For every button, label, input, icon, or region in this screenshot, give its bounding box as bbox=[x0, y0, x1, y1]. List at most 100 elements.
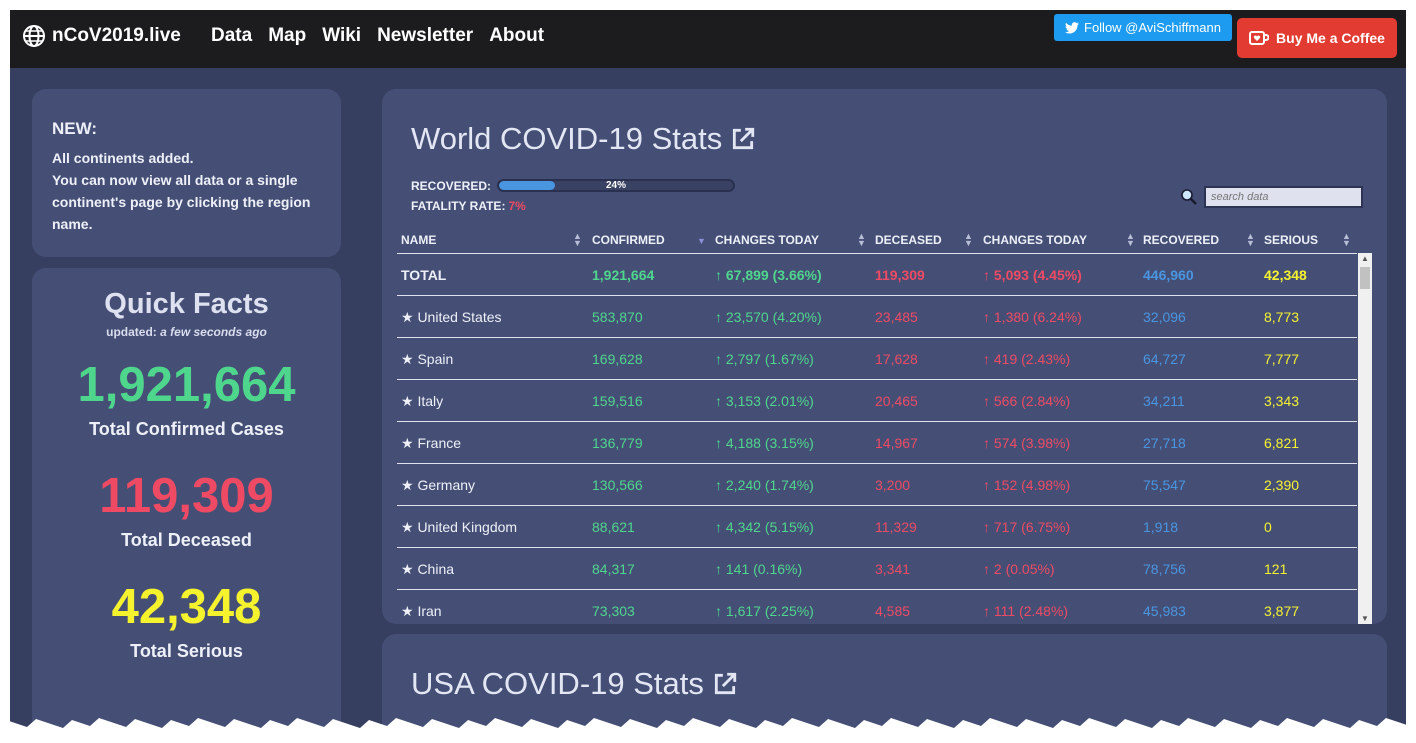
cell-confirmed: 1,921,664 bbox=[592, 267, 655, 283]
cell-deceased-change: ↑ 111 (2.48%) bbox=[983, 603, 1069, 619]
search-area bbox=[1180, 186, 1363, 208]
table-row[interactable]: ★ Italy 159,516 ↑ 3,153 (2.01%) 20,465 ↑ 566… bbox=[397, 379, 1357, 421]
col-serious[interactable]: SERIOUS bbox=[1264, 233, 1319, 247]
cell-confirmed: 130,566 bbox=[592, 477, 643, 493]
cell-deceased-change: ↑ 1,380 (6.24%) bbox=[983, 309, 1082, 325]
col-deceased[interactable]: DECEASED bbox=[875, 233, 942, 247]
sort-icon[interactable]: ▲ ▼ bbox=[1126, 231, 1135, 248]
col-name[interactable]: NAME bbox=[401, 233, 437, 247]
table-row[interactable]: ★ United States 583,870 ↑ 23,570 (4.20%) 23… bbox=[397, 295, 1357, 337]
cell-recovered: 45,983 bbox=[1143, 603, 1186, 619]
table-row[interactable]: ★ Germany 130,566 ↑ 2,240 (1.74%) 3,200 ↑ 15… bbox=[397, 463, 1357, 505]
cell-confirmed: 73,303 bbox=[592, 603, 635, 619]
cell-name[interactable]: ★ Spain bbox=[401, 351, 454, 367]
external-link-icon bbox=[714, 672, 737, 695]
cell-serious: 0 bbox=[1264, 519, 1272, 535]
cell-deceased: 4,585 bbox=[875, 603, 911, 619]
news-line2: You can now view all data or a single co… bbox=[52, 172, 311, 232]
quick-facts-panel: Quick Facts updated: a few seconds ago 1… bbox=[32, 268, 341, 733]
cell-deceased-change: ↑ 566 (2.84%) bbox=[983, 393, 1071, 409]
scroll-thumb[interactable] bbox=[1360, 267, 1370, 289]
recovered-progress-fill bbox=[499, 181, 556, 190]
cell-confirmed: 159,516 bbox=[592, 393, 643, 409]
cell-deceased: 14,967 bbox=[875, 435, 918, 451]
scroll-down-icon[interactable]: ▼ bbox=[1361, 614, 1369, 623]
col-deceased-changes[interactable]: CHANGES TODAY bbox=[983, 233, 1088, 247]
scroll-up-icon[interactable]: ▲ bbox=[1361, 254, 1369, 263]
nav-wiki[interactable]: Wiki bbox=[322, 25, 362, 46]
news-heading: NEW: bbox=[52, 119, 98, 138]
cell-confirmed: 136,779 bbox=[592, 435, 643, 451]
cell-deceased-change: ↑ 574 (3.98%) bbox=[983, 435, 1071, 451]
table-scrollbar[interactable]: ▲ ▼ bbox=[1358, 253, 1372, 624]
usa-stats-title-text: USA COVID-19 Stats bbox=[411, 666, 704, 701]
world-stats-title-text: World COVID-19 Stats bbox=[411, 121, 723, 156]
table-row[interactable]: ★ China 84,317 ↑ 141 (0.16%) 3,341 ↑ 2 (0.05… bbox=[397, 547, 1357, 589]
cell-recovered: 446,960 bbox=[1143, 267, 1194, 283]
cell-confirmed-change: ↑ 141 (0.16%) bbox=[715, 561, 803, 577]
search-icon bbox=[1181, 189, 1197, 205]
external-link-icon bbox=[733, 127, 755, 150]
nav-about[interactable]: About bbox=[489, 25, 545, 46]
sort-icon[interactable]: ▲ ▼ bbox=[573, 231, 582, 248]
cell-deceased-change: ↑ 5,093 (4.45%) bbox=[983, 267, 1082, 283]
col-recovered[interactable]: RECOVERED bbox=[1143, 233, 1220, 247]
cell-deceased: 119,309 bbox=[875, 267, 925, 283]
cell-recovered: 64,727 bbox=[1143, 351, 1186, 367]
cell-recovered: 32,096 bbox=[1143, 309, 1186, 325]
usa-stats-title[interactable]: USA COVID-19 Stats bbox=[411, 666, 738, 702]
cell-deceased: 20,465 bbox=[875, 393, 918, 409]
cell-deceased: 3,200 bbox=[875, 477, 911, 493]
cell-recovered: 1,918 bbox=[1143, 519, 1179, 535]
summary-stats: RECOVERED: 24% FATALITY RATE: 7% bbox=[411, 178, 736, 213]
cell-name[interactable]: ★ China bbox=[401, 561, 455, 577]
table-row[interactable]: ★ Iran 73,303 ↑ 1,617 (2.25%) 4,585 ↑ 111 (2… bbox=[397, 589, 1357, 624]
cell-serious: 7,777 bbox=[1264, 351, 1300, 367]
sort-desc-icon[interactable]: ▼ bbox=[697, 236, 706, 246]
cell-confirmed-change: ↑ 67,899 (3.66%) bbox=[715, 267, 822, 283]
sort-icon[interactable]: ▲ ▼ bbox=[964, 231, 973, 248]
total-serious-value: 42,348 bbox=[111, 580, 262, 634]
nav-map[interactable]: Map bbox=[268, 25, 307, 46]
cell-name[interactable]: ★ United Kingdom bbox=[401, 519, 518, 535]
sort-icon[interactable]: ▲ ▼ bbox=[1342, 231, 1351, 248]
cell-confirmed: 169,628 bbox=[592, 351, 643, 367]
torn-edge bbox=[0, 718, 1416, 743]
quick-facts-title: Quick Facts bbox=[104, 288, 269, 320]
cell-serious: 6,821 bbox=[1264, 435, 1300, 451]
world-stats-title[interactable]: World COVID-19 Stats bbox=[411, 121, 756, 157]
sort-icon[interactable]: ▲ ▼ bbox=[857, 231, 866, 248]
fatality-label: FATALITY RATE: bbox=[411, 198, 506, 213]
cell-deceased: 11,329 bbox=[875, 519, 917, 535]
cell-recovered: 27,718 bbox=[1143, 435, 1186, 451]
cell-name[interactable]: ★ Germany bbox=[401, 477, 476, 493]
cell-confirmed-change: ↑ 2,240 (1.74%) bbox=[715, 477, 814, 493]
table-row-total[interactable]: TOTAL 1,921,664 ↑ 67,899 (3.66%) 119,309… bbox=[397, 253, 1357, 295]
table-row[interactable]: ★ France 136,779 ↑ 4,188 (3.15%) 14,967 ↑ 57… bbox=[397, 421, 1357, 463]
col-confirmed[interactable]: CONFIRMED bbox=[592, 233, 665, 247]
table-row[interactable]: ★ United Kingdom 88,621 ↑ 4,342 (5.15%) 11,… bbox=[397, 505, 1357, 547]
globe-icon bbox=[23, 25, 45, 47]
nav-data[interactable]: Data bbox=[211, 25, 253, 46]
cell-name[interactable]: ★ Italy bbox=[401, 393, 444, 409]
sort-icon[interactable]: ▲ ▼ bbox=[1246, 231, 1255, 248]
nav-newsletter[interactable]: Newsletter bbox=[377, 25, 474, 46]
cell-serious: 3,343 bbox=[1264, 393, 1300, 409]
brand-link[interactable]: nCoV2019.live bbox=[22, 24, 181, 48]
cell-name[interactable]: ★ United States bbox=[401, 309, 502, 325]
cell-confirmed-change: ↑ 1,617 (2.25%) bbox=[715, 603, 814, 619]
twitter-follow-button[interactable]: Follow @AviSchiffmann bbox=[1054, 14, 1232, 41]
cell-serious: 3,877 bbox=[1264, 603, 1300, 619]
cell-name[interactable]: ★ Iran bbox=[401, 603, 442, 619]
table-row[interactable]: ★ Spain 169,628 ↑ 2,797 (1.67%) 17,628 ↑ 419… bbox=[397, 337, 1357, 379]
cell-name[interactable]: ★ France bbox=[401, 435, 462, 451]
news-panel: NEW: All continents added. You can now v… bbox=[32, 89, 341, 257]
total-deceased-label: Total Deceased bbox=[121, 530, 252, 550]
twitter-icon bbox=[1065, 21, 1079, 33]
search-input[interactable] bbox=[1204, 186, 1363, 208]
updated-text: updated: a few seconds ago bbox=[106, 325, 267, 339]
buy-coffee-button[interactable]: Buy Me a Coffee bbox=[1237, 18, 1397, 58]
cell-deceased-change: ↑ 152 (4.98%) bbox=[983, 477, 1071, 493]
col-changes-today[interactable]: CHANGES TODAY bbox=[715, 233, 820, 247]
stats-table-body: TOTAL 1,921,664 ↑ 67,899 (3.66%) 119,309… bbox=[397, 253, 1357, 624]
